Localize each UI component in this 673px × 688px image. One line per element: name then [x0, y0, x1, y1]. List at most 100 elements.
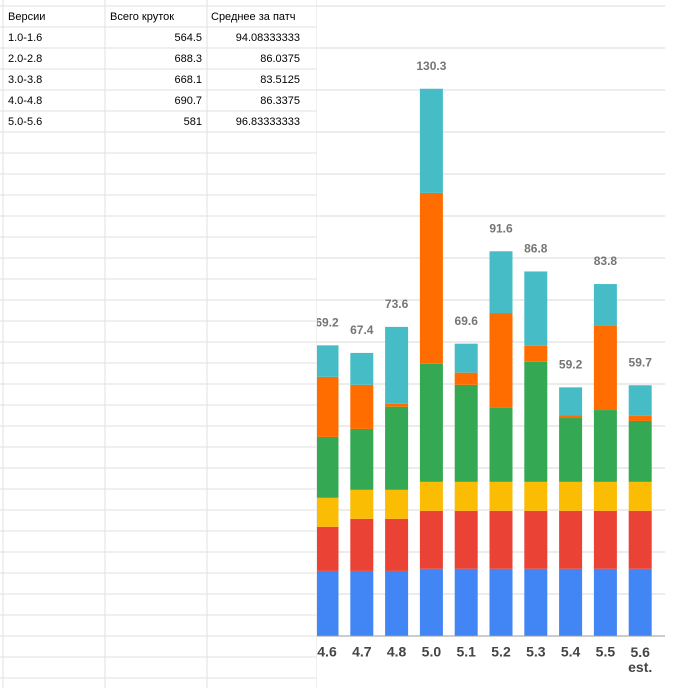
bar-segment — [317, 526, 339, 571]
bar-segment — [419, 481, 443, 511]
bar-segment — [454, 568, 478, 636]
bar-segment — [419, 88, 443, 193]
table-cell: 690.7 — [174, 95, 202, 107]
x-tick-label: 4.7 — [352, 644, 372, 660]
bar-segment — [454, 481, 478, 511]
x-tick-label: 5.2 — [491, 644, 511, 660]
bar-segment — [593, 481, 617, 511]
total-label: 130.3 — [416, 59, 446, 73]
bar-segment — [317, 436, 339, 498]
total-label: 86.8 — [524, 242, 548, 256]
total-label: 59.2 — [559, 358, 583, 372]
total-label: 91.6 — [489, 221, 513, 235]
table-cell: 4.0-4.8 — [8, 95, 42, 107]
table-cell: 86.3375 — [260, 95, 300, 107]
bar-segment — [628, 481, 652, 511]
bar-segment — [489, 568, 513, 636]
bar-segment — [350, 428, 374, 490]
bar-segment — [489, 313, 513, 408]
bar-segment — [559, 387, 583, 416]
bar-segment — [628, 568, 652, 636]
bar-segment — [524, 345, 548, 362]
bar-segment — [419, 192, 443, 364]
total-label: 59.7 — [629, 355, 653, 369]
bar-segment — [350, 352, 374, 385]
bar-segment — [559, 481, 583, 511]
bar-segment — [593, 568, 617, 636]
bar-segment — [628, 415, 652, 421]
table-cell: 3.0-3.8 — [8, 74, 42, 86]
bar-segment — [350, 489, 374, 519]
bar-segment — [385, 326, 409, 404]
bar-segment — [628, 510, 652, 569]
bar-segment — [524, 271, 548, 346]
header-cell: Всего круток — [110, 11, 174, 23]
bar-segment — [317, 376, 339, 437]
total-label: 67.4 — [350, 323, 374, 337]
header-cell: Версии — [8, 11, 45, 23]
table-cell: 94.08333333 — [236, 32, 300, 44]
table-cell: 96.83333333 — [236, 116, 300, 128]
x-tick-label: 5.0 — [422, 644, 442, 660]
x-tick-label: 5.4 — [561, 644, 581, 660]
bar-segment — [454, 372, 478, 385]
x-tick-label: 5.6 est. — [628, 644, 652, 675]
bar-segment — [524, 361, 548, 482]
bar-segment — [385, 489, 409, 519]
total-label: 83.8 — [594, 254, 618, 268]
table-cell: 83.5125 — [260, 74, 300, 86]
total-label: 69.2 — [315, 316, 339, 330]
bar-segment — [350, 570, 374, 636]
table-cell: 1.0-1.6 — [8, 32, 42, 44]
bar-segment — [489, 407, 513, 482]
total-label: 69.6 — [455, 314, 479, 328]
bar-segment — [350, 518, 374, 571]
x-tick-label: 5.5 — [596, 644, 616, 660]
bar-segment — [454, 343, 478, 373]
table-cell: 86.0375 — [260, 53, 300, 65]
bar-segment — [385, 518, 409, 571]
header-cell: Среднее за патч — [211, 11, 296, 23]
bar-segment — [419, 568, 443, 636]
bar-segment — [628, 385, 652, 416]
bar-segment — [454, 510, 478, 569]
bar-segment — [419, 510, 443, 569]
bar-segment — [628, 420, 652, 482]
bar-segment — [385, 406, 409, 490]
bar-segment — [317, 345, 339, 377]
bar-segment — [524, 510, 548, 569]
bar-segment — [559, 415, 583, 419]
bar-segment — [419, 363, 443, 482]
bar-segment — [385, 570, 409, 636]
table-cell: 564.5 — [174, 32, 202, 44]
total-label: 73.6 — [385, 297, 409, 311]
bar-segment — [350, 384, 374, 429]
bar-segment — [593, 284, 617, 326]
table-cell: 2.0-2.8 — [8, 53, 42, 65]
bar-segment — [524, 481, 548, 511]
table-cell: 688.3 — [174, 53, 202, 65]
bar-segment — [593, 410, 617, 482]
bar-segment — [454, 384, 478, 482]
x-tick-label: 5.1 — [456, 644, 476, 660]
x-tick-label: 4.8 — [387, 644, 407, 660]
bar-segment — [489, 510, 513, 569]
x-tick-label: 5.3 — [526, 644, 546, 660]
bar-segment — [559, 568, 583, 636]
table-cell: 668.1 — [174, 74, 202, 86]
table-cell: 5.0-5.6 — [8, 116, 42, 128]
bar-segment — [593, 325, 617, 411]
table-cell: 581 — [184, 116, 202, 128]
bar-segment — [317, 570, 339, 636]
bar-segment — [524, 568, 548, 636]
bar-segment — [593, 510, 617, 569]
x-tick-label: 4.6 — [317, 644, 337, 660]
bar-segment — [385, 403, 409, 407]
bar-segment — [489, 481, 513, 511]
bar-segment — [317, 497, 339, 527]
bar-segment — [559, 418, 583, 482]
bar-segment — [559, 510, 583, 569]
bar-segment — [489, 251, 513, 314]
